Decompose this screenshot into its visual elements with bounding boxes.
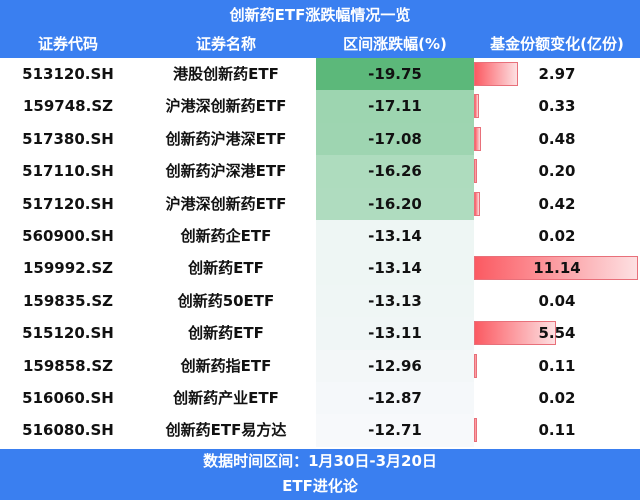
table-title: 创新药ETF涨跌幅情况一览: [0, 0, 640, 30]
header-change: 区间涨跌幅(%): [343, 35, 447, 53]
table-row: 159748.SZ 沪港深创新药ETF -17.11 0.33: [0, 90, 640, 123]
share-change: 0.42: [538, 194, 576, 213]
share-change-bar: [474, 159, 477, 184]
security-name: 创新药ETF: [188, 324, 264, 343]
share-change: 2.97: [538, 65, 576, 83]
header-share-change: 基金份额变化(亿份): [490, 35, 624, 53]
security-name: 创新药ETF: [188, 259, 264, 278]
security-code: 515120.SH: [22, 324, 114, 343]
price-change: -19.75: [316, 58, 474, 91]
price-change: -13.14: [316, 219, 474, 253]
security-code: 517120.SH: [22, 194, 114, 213]
price-change: -12.87: [316, 381, 474, 415]
security-name: 创新药企ETF: [180, 226, 272, 245]
security-name: 港股创新药ETF: [173, 65, 279, 83]
security-name: 沪港深创新药ETF: [165, 194, 287, 213]
table-row: 517380.SH 创新药沪港深ETF -17.08 0.48: [0, 122, 640, 156]
share-change-bar: [474, 256, 638, 281]
share-change: 0.33: [538, 97, 576, 116]
table-row: 159992.SZ 创新药ETF -13.14 11.14: [0, 252, 640, 285]
price-change: -12.71: [316, 414, 474, 447]
share-change: 5.54: [538, 324, 576, 343]
table-row: 517110.SH 创新药沪深港ETF -16.26 0.20: [0, 155, 640, 188]
share-change: 0.04: [538, 291, 576, 310]
share-change-bar: [474, 418, 477, 443]
security-code: 517380.SH: [22, 129, 114, 148]
security-name: 沪港深创新药ETF: [165, 97, 287, 116]
price-change: -16.26: [316, 155, 474, 188]
security-code: 159835.SZ: [23, 291, 113, 310]
share-change-bar: [474, 126, 481, 151]
date-range: 数据时间区间：1月30日-3月20日: [203, 452, 437, 470]
table-row: 517120.SH 沪港深创新药ETF -16.20 0.42: [0, 187, 640, 220]
share-change: 0.48: [538, 129, 576, 148]
share-change-bar: [474, 321, 556, 346]
header-name: 证券名称: [195, 35, 256, 53]
security-code: 516080.SH: [22, 421, 114, 440]
column-headers: 证券代码 证券名称 区间涨跌幅(%) 基金份额变化(亿份): [0, 30, 640, 58]
header-code: 证券代码: [37, 35, 98, 53]
security-name: 创新药沪港深ETF: [165, 129, 287, 148]
share-change: 0.20: [538, 162, 576, 181]
security-code: 513120.SH: [22, 65, 114, 83]
share-change-bar: [474, 353, 477, 378]
table-row: 516080.SH 创新药ETF易方达 -12.71 0.11: [0, 414, 640, 447]
footer: 数据时间区间：1月30日-3月20日 ETF进化论: [0, 449, 640, 500]
share-change: 0.02: [538, 226, 576, 245]
table-row: 560900.SH 创新药企ETF -13.14 0.02: [0, 219, 640, 253]
security-name: 创新药沪深港ETF: [165, 162, 287, 181]
security-name: 创新药50ETF: [177, 291, 275, 310]
price-change: -17.08: [316, 122, 474, 156]
table-row: 159858.SZ 创新药指ETF -12.96 0.11: [0, 349, 640, 382]
share-change: 0.11: [538, 356, 576, 375]
security-code: 159858.SZ: [23, 356, 113, 375]
table-body: 513120.SH 港股创新药ETF -19.75 2.97 159748.SZ …: [0, 58, 640, 447]
share-change-bar: [474, 62, 518, 86]
table-row: 515120.SH 创新药ETF -13.11 5.54: [0, 317, 640, 350]
table-row: 513120.SH 港股创新药ETF -19.75 2.97: [0, 58, 640, 91]
price-change: -12.96: [316, 349, 474, 382]
share-change: 11.14: [533, 259, 581, 278]
security-code: 159992.SZ: [23, 259, 113, 278]
share-change-bar: [474, 191, 480, 216]
price-change: -13.11: [316, 317, 474, 350]
source-label: ETF进化论: [282, 477, 358, 495]
security-name: 创新药产业ETF: [173, 388, 279, 407]
security-name: 创新药指ETF: [180, 356, 272, 375]
security-code: 159748.SZ: [23, 97, 113, 116]
share-change-bar: [474, 94, 479, 119]
price-change: -13.14: [316, 252, 474, 285]
price-change: -17.11: [316, 90, 474, 123]
security-code: 560900.SH: [22, 226, 114, 245]
table-row: 159835.SZ 创新药50ETF -13.13 0.04: [0, 284, 640, 318]
security-code: 516060.SH: [22, 388, 114, 407]
security-name: 创新药ETF易方达: [165, 421, 287, 440]
share-change: 0.02: [538, 388, 576, 407]
price-change: -16.20: [316, 187, 474, 220]
price-change: -13.13: [316, 284, 474, 318]
table-row: 516060.SH 创新药产业ETF -12.87 0.02: [0, 381, 640, 415]
security-code: 517110.SH: [22, 162, 114, 181]
share-change: 0.11: [538, 421, 576, 440]
